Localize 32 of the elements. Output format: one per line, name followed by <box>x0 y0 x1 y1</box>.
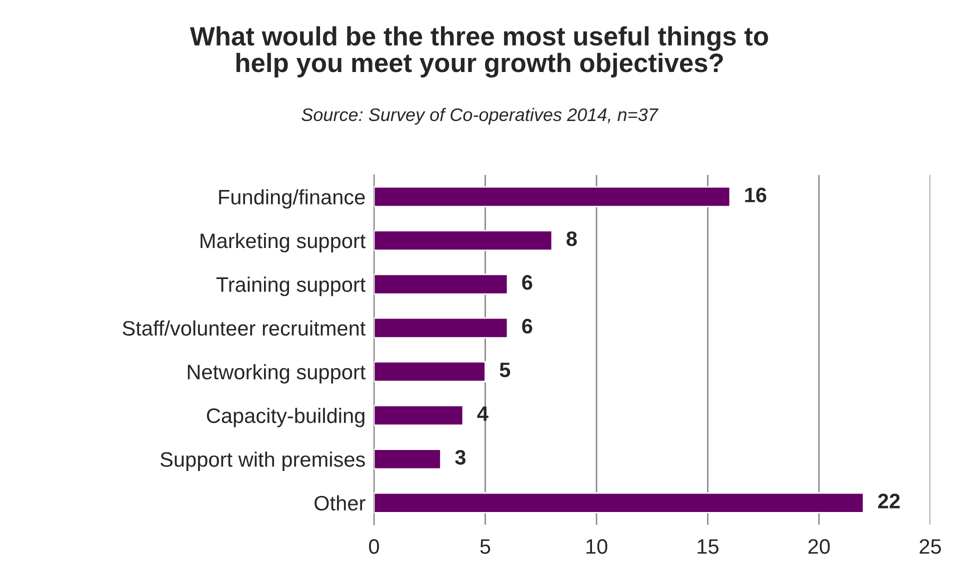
y-tick-label: Training support <box>216 276 366 296</box>
bar <box>374 404 464 426</box>
x-tick-label: 5 <box>480 539 490 554</box>
y-tick-label: Capacity-building <box>206 408 364 428</box>
x-tick-label: 20 <box>808 539 830 554</box>
bar <box>374 492 864 514</box>
data-label: 5 <box>500 362 510 378</box>
data-label: 6 <box>522 275 532 290</box>
bar <box>374 317 508 338</box>
x-tick-label: 0 <box>369 539 379 554</box>
data-label: 4 <box>477 406 488 421</box>
x-tick-label: 10 <box>586 539 608 554</box>
data-label: 22 <box>878 494 900 508</box>
data-label: 8 <box>566 231 577 246</box>
data-label: 3 <box>455 450 466 465</box>
chart-subtitle: Source: Survey of Co-operatives 2014, n=37 <box>302 108 658 125</box>
bar <box>374 274 508 295</box>
bar <box>374 186 731 208</box>
x-tick-label: 25 <box>920 539 941 554</box>
y-tick-label: Staff/volunteer recruitment <box>122 320 366 336</box>
chart-title: What would be the three most useful things to help you meet your growth objectives? <box>190 26 768 78</box>
data-label: 16 <box>745 188 766 202</box>
y-tick-label: Support with premises <box>160 452 365 471</box>
x-tick-label: 15 <box>698 539 718 554</box>
bar <box>374 361 486 382</box>
y-tick-label: Marketing support <box>200 232 366 252</box>
bar <box>374 230 553 252</box>
y-tick-label: Other <box>314 495 366 511</box>
y-tick-label: Funding/finance <box>219 189 365 209</box>
y-tick-label: Networking support <box>188 364 366 384</box>
bar <box>374 448 442 470</box>
data-label: 6 <box>522 318 532 334</box>
